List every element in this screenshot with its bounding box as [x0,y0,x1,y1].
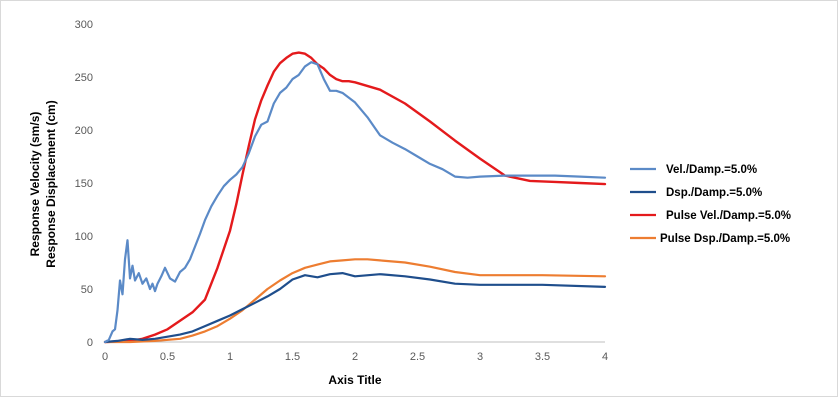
series-line-2 [103,272,607,344]
y-tick-labels: 0 50 100 150 200 250 300 [75,19,93,349]
x-tick-label: 1 [227,351,233,363]
legend-label: Pulse Dsp./Damp.=5.0% [660,233,790,245]
x-tick-label: 2.5 [410,351,425,363]
y-tick-label: 150 [75,178,93,190]
legend-label: Dsp./Damp.=5.0% [666,187,762,199]
y-tick-label: 200 [75,125,93,137]
y-tick-label: 100 [75,231,93,243]
series-line-1 [103,61,607,344]
x-tick-label: 3 [477,351,483,363]
y-tick-label: 300 [75,19,93,31]
y-axis-title: Response Velocity (sm/s) Response Displa… [28,100,58,267]
y-tick-label: 0 [87,337,93,349]
series-line-4 [103,258,607,344]
legend: Vel./Damp.=5.0% Dsp./Damp.=5.0% Pulse Vel.… [630,164,791,245]
y-tick-label: 50 [81,284,93,296]
legend-label: Vel./Damp.=5.0% [666,164,757,176]
series-line-3 [103,51,607,344]
y-axis-title-line-1: Response Velocity (sm/s) [28,112,42,257]
x-tick-label: 2 [352,351,358,363]
x-tick-label: 4 [602,351,608,363]
legend-label: Pulse Vel./Damp.=5.0% [666,210,791,222]
plot-area [103,51,607,344]
x-tick-label: 0 [102,351,108,363]
x-tick-label: 0.5 [160,351,175,363]
x-tick-labels: 0 0.5 1 1.5 2 2.5 3 3.5 4 [102,351,608,363]
y-axis-title-line-2: Response Displacement (cm) [44,100,58,267]
y-tick-label: 250 [75,72,93,84]
x-tick-label: 3.5 [535,351,550,363]
x-axis-title: Axis Title [328,373,381,387]
x-tick-label: 1.5 [285,351,300,363]
